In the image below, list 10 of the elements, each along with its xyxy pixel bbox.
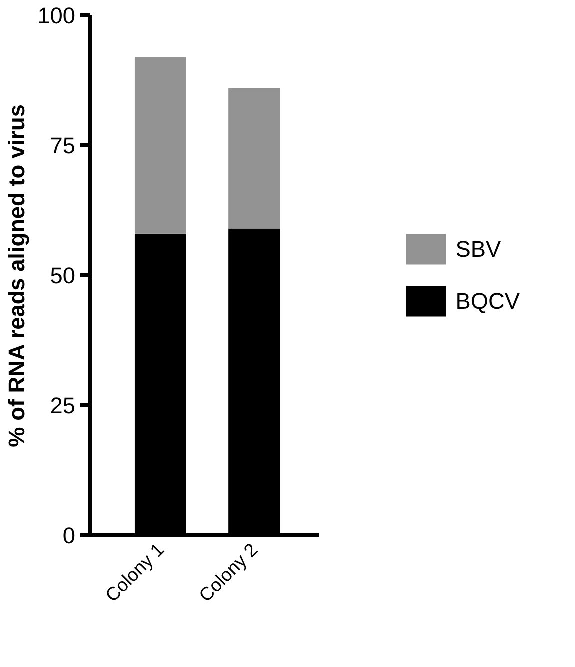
bar bbox=[228, 88, 280, 229]
y-tick-label: 100 bbox=[38, 2, 76, 28]
y-tick-label: 75 bbox=[50, 132, 76, 158]
legend-label: BQCV bbox=[456, 288, 520, 314]
legend-label: SBV bbox=[456, 236, 502, 262]
y-tick-label: 0 bbox=[62, 522, 76, 548]
bar bbox=[134, 57, 186, 234]
y-axis-title: % of RNA reads aligned to virus bbox=[4, 104, 30, 448]
y-tick-label: 25 bbox=[50, 392, 76, 418]
y-tick-label: 50 bbox=[50, 262, 76, 288]
